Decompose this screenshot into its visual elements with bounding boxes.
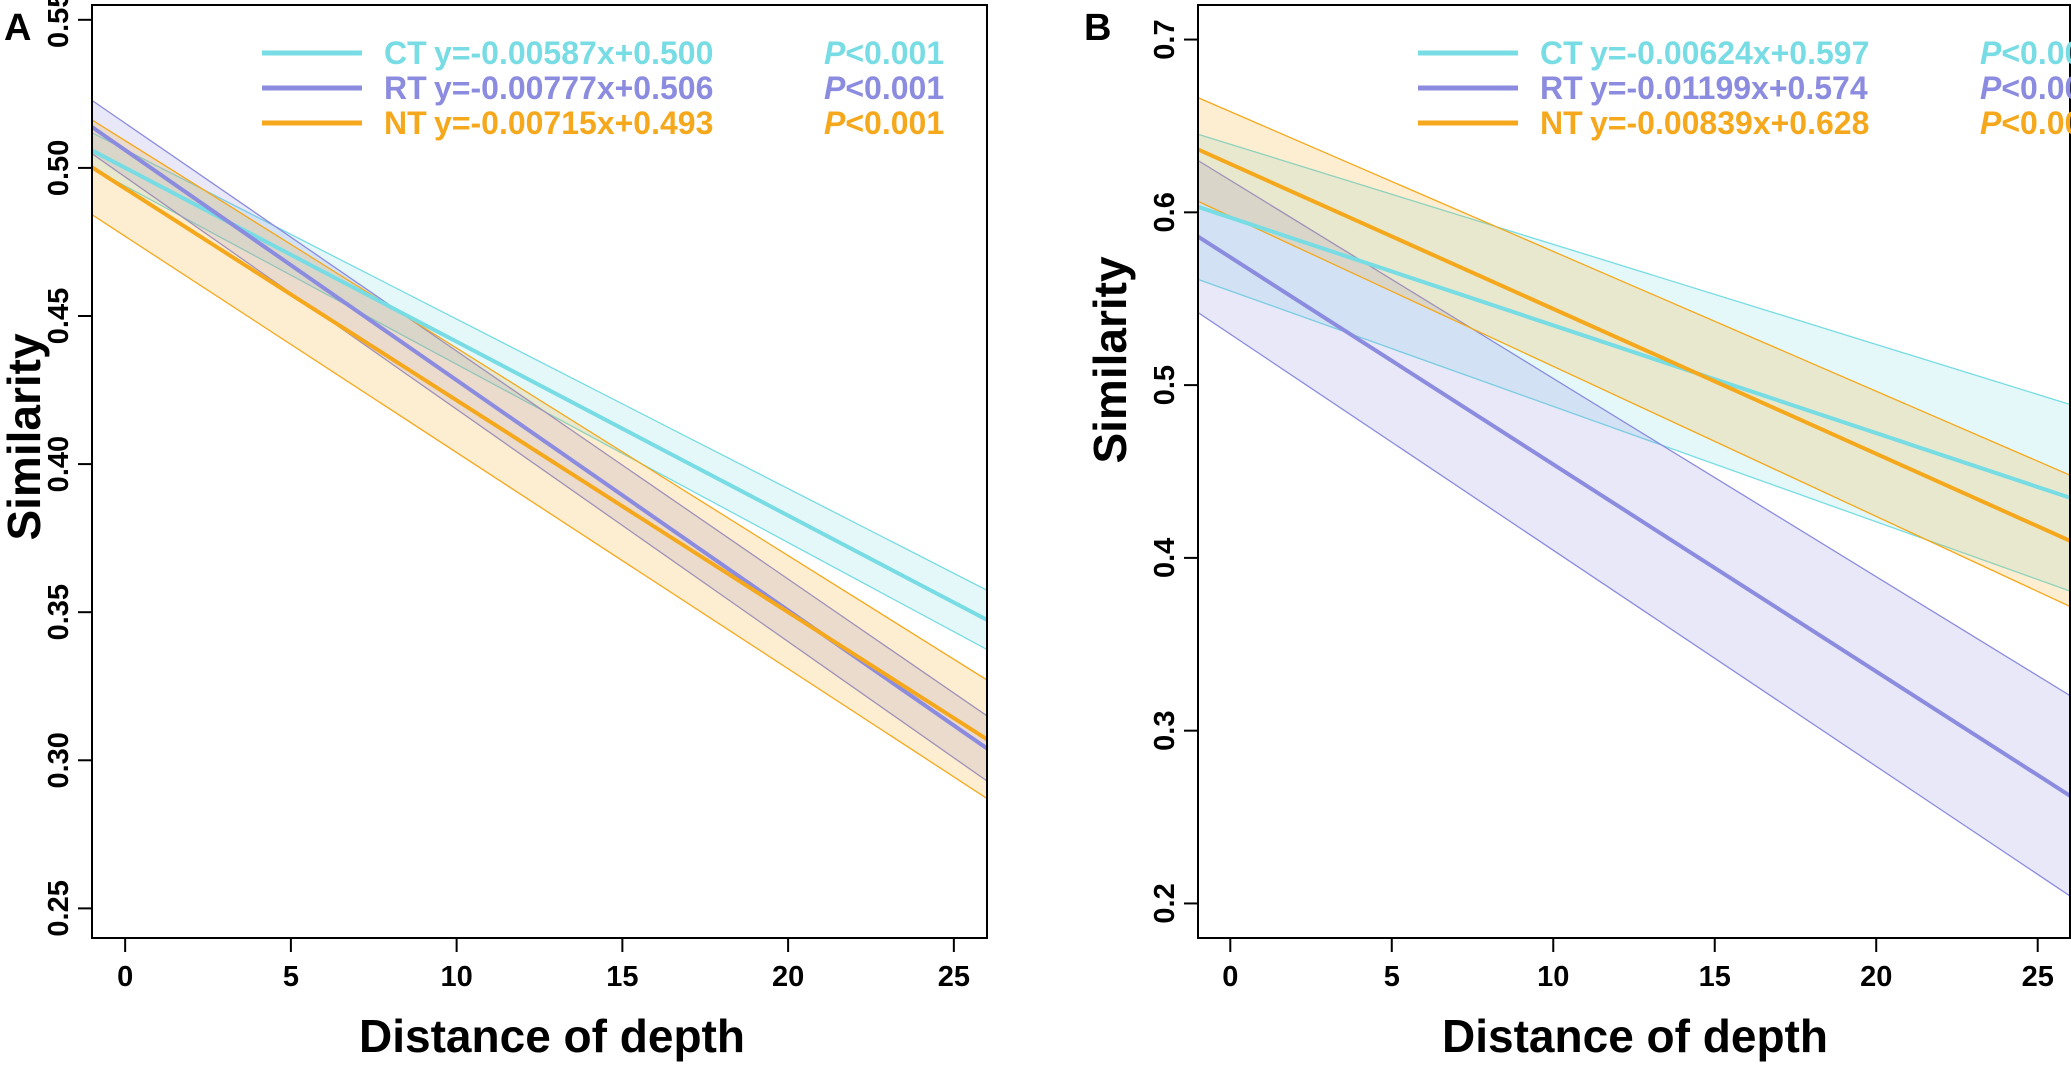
panel-b-plot-frame <box>1197 4 2071 939</box>
panel-b-legend-equation-ct: y=-0.00624x+0.597 <box>1590 35 1869 71</box>
panel-b-ct-regression-line <box>1197 204 2071 500</box>
panel-a-plot-frame <box>91 4 988 939</box>
panel-b-letter: B <box>1084 7 1111 49</box>
panel-a-legend-pvalue-ct: P<0.001 <box>824 35 944 71</box>
panel-a-legend-pvalue-rt: P<0.001 <box>824 70 944 106</box>
panel-a-legend-name-ct: CT <box>384 35 427 71</box>
panel-a-legend-equation-rt: y=-0.00777x+0.506 <box>434 70 713 106</box>
panel-a-x-tick-label: 25 <box>938 961 970 993</box>
panel-a-y-tick-label: 0.55 <box>43 0 75 48</box>
panel-b-legend-name-ct: CT <box>1540 35 1583 71</box>
panel-b-nt-regression-line <box>1197 147 2071 543</box>
panel-b-legend-pvalue-rt: P<0.001 <box>1980 70 2071 106</box>
panel-b-ylabel: Similarity <box>1084 256 1136 464</box>
panel-a-legend-equation-nt: y=-0.00715x+0.493 <box>434 105 713 141</box>
panel-b-x-tick-label: 20 <box>1860 961 1892 993</box>
panel-b-y-tick-label: 0.3 <box>1149 711 1181 751</box>
panel-a-legend-name-rt: RT <box>384 70 427 106</box>
panel-b-x-tick-label: 15 <box>1699 961 1731 993</box>
panel-b-rt-regression-line <box>1196 234 2071 798</box>
panel-a-x-tick-label: 10 <box>440 961 472 993</box>
panel-a-legend-equation-ct: y=-0.00587x+0.500 <box>434 35 713 71</box>
panel-b-legend-equation-nt: y=-0.00839x+0.628 <box>1590 105 1869 141</box>
panel-a-legend-name-nt: NT <box>384 105 427 141</box>
panel-b-legend-pvalue-ct: P<0.001 <box>1980 35 2071 71</box>
panel-a-x-tick-label: 15 <box>606 961 638 993</box>
panel-b-y-tick-label: 0.4 <box>1149 538 1181 578</box>
panel-b: B Similarity Distance of depth 0.2 0.3 0.4… <box>1084 4 2071 1062</box>
panel-a-ylabel: Similarity <box>0 333 50 541</box>
panel-b-y-tick-label: 0.5 <box>1149 365 1181 405</box>
panel-a-y-tick-label: 0.45 <box>43 288 75 344</box>
panel-b-x-tick-label: 0 <box>1222 961 1238 993</box>
panel-a-y-tick-label: 0.35 <box>43 584 75 640</box>
panel-b-legend-name-nt: NT <box>1540 105 1583 141</box>
panel-a-y-tick-label: 0.40 <box>43 436 75 492</box>
panel-a-y-tick-label: 0.50 <box>43 140 75 196</box>
panel-a-letter: A <box>4 7 31 49</box>
panel-a-y-tick-label: 0.25 <box>43 880 75 936</box>
panel-b-y-tick-label: 0.7 <box>1149 19 1181 59</box>
panel-a-x-tick-label: 0 <box>117 961 133 993</box>
panel-b-legend-equation-rt: y=-0.01199x+0.574 <box>1590 70 1868 106</box>
panel-b-y-tick-label: 0.2 <box>1149 883 1181 923</box>
panel-b-x-tick-label: 25 <box>2022 961 2054 993</box>
panel-b-y-tick-label: 0.6 <box>1149 192 1181 232</box>
panel-a-x-tick-label: 20 <box>772 961 804 993</box>
panel-a-nt-regression-line <box>90 165 989 741</box>
panel-b-legend-name-rt: RT <box>1540 70 1583 106</box>
panel-b-legend-pvalue-nt: P<0.001 <box>1980 105 2071 141</box>
panel-b-xlabel: Distance of depth <box>1442 1010 1828 1062</box>
panel-a-y-tick-label: 0.30 <box>43 732 75 788</box>
panel-a-legend-pvalue-nt: P<0.001 <box>824 105 944 141</box>
panel-a: A Similarity Distance of depth 0.25 0.30 0… <box>0 0 989 1062</box>
panel-b-x-tick-label: 10 <box>1537 961 1569 993</box>
panel-b-x-tick-label: 5 <box>1384 961 1400 993</box>
panel-a-x-tick-label: 5 <box>283 961 299 993</box>
panel-a-xlabel: Distance of depth <box>359 1010 745 1062</box>
